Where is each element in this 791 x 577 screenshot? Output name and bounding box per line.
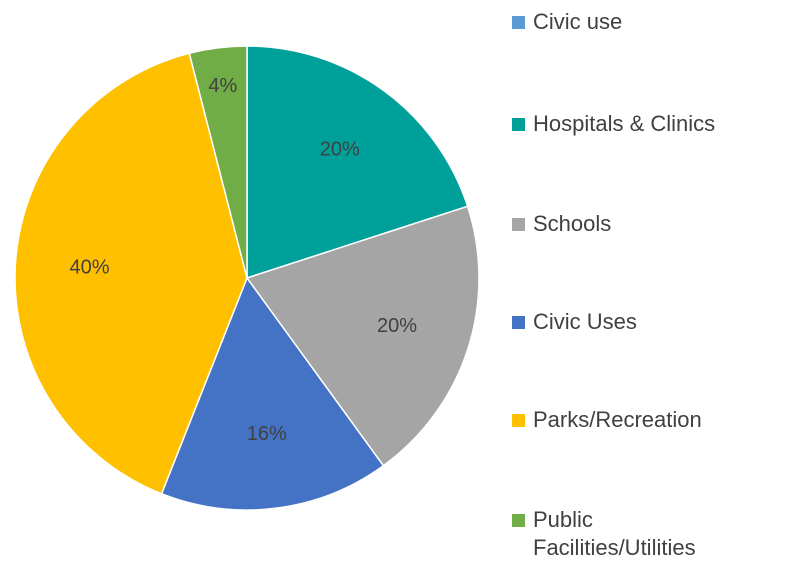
legend-item: Parks/Recreation (512, 406, 782, 434)
data-label: 16% (247, 423, 287, 445)
legend-item: Public Facilities/Utilities (512, 506, 782, 562)
legend-label: Civic use (533, 9, 623, 34)
legend-label: Schools (533, 211, 612, 236)
pie-slice (160, 276, 385, 511)
data-label: 20% (320, 139, 360, 161)
legend-label: Civic Uses (533, 309, 637, 334)
data-label: 20% (377, 315, 417, 337)
data-label: 4% (208, 75, 237, 97)
legend-label: Public Facilities/Utilities (533, 507, 696, 560)
pie-slice (14, 52, 248, 495)
legend-item: Civic Uses (512, 308, 782, 336)
legend-item: Civic use (512, 8, 782, 36)
legend-item: Hospitals & Clinics (512, 110, 782, 138)
legend-label: Hospitals & Clinics (533, 111, 716, 136)
pie-slice (246, 45, 469, 280)
pie-slice (245, 205, 480, 467)
data-label: 40% (70, 256, 110, 278)
legend-label: Parks/Recreation (533, 407, 702, 432)
legend-swatch (512, 16, 525, 29)
legend-swatch (512, 218, 525, 231)
chart: 20% 20% 16% 40% 4% (14, 45, 480, 511)
legend-swatch (512, 316, 525, 329)
legend-item: Schools (512, 210, 782, 238)
pie-slice (188, 45, 248, 279)
legend: Civic use Hospitals & Clinics Schools Civic… (512, 0, 791, 577)
legend-swatch (512, 414, 525, 427)
legend-swatch (512, 514, 525, 527)
legend-swatch (512, 118, 525, 131)
